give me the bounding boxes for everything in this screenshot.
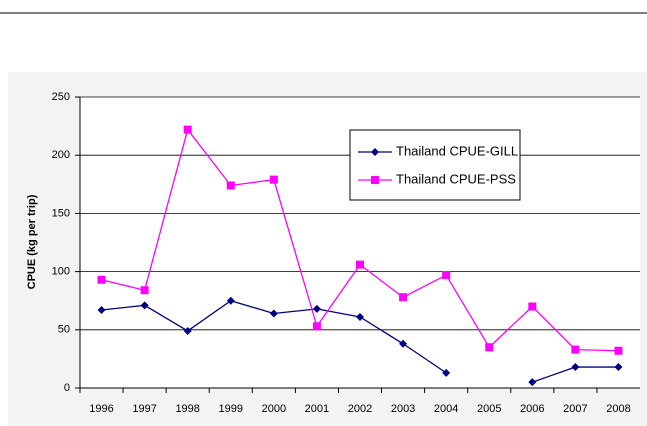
x-tick-label: 2005 bbox=[477, 403, 501, 415]
point bbox=[571, 363, 580, 372]
y-tick-label: 100 bbox=[52, 266, 70, 278]
point bbox=[140, 286, 149, 295]
x-tick-label: 1999 bbox=[219, 403, 243, 415]
point bbox=[226, 296, 235, 305]
point bbox=[312, 304, 321, 313]
y-tick-label: 250 bbox=[52, 91, 70, 103]
x-tick-label: 2007 bbox=[563, 403, 587, 415]
x-tick-label: 2006 bbox=[520, 403, 544, 415]
x-tick-label: 2001 bbox=[305, 403, 329, 415]
point bbox=[97, 275, 106, 284]
point bbox=[371, 176, 379, 184]
y-tick-label: 0 bbox=[64, 382, 70, 394]
y-tick-label: 150 bbox=[52, 207, 70, 219]
x-tick-label: 2003 bbox=[391, 403, 415, 415]
x-tick-label: 2002 bbox=[348, 403, 372, 415]
legend bbox=[349, 129, 521, 201]
legend-label: Thailand CPUE-GILL bbox=[396, 143, 518, 158]
point bbox=[356, 260, 364, 269]
y-tick-label: 200 bbox=[52, 149, 70, 161]
point bbox=[442, 368, 451, 377]
point bbox=[571, 345, 580, 354]
x-tick-label: 2000 bbox=[262, 403, 286, 415]
point bbox=[140, 301, 149, 310]
x-tick-label: 1998 bbox=[175, 403, 199, 415]
point bbox=[269, 175, 278, 184]
y-axis-label: CPUE (kg per trip) bbox=[26, 194, 38, 289]
y-tick-label: 50 bbox=[58, 324, 70, 336]
x-tick-label: 2004 bbox=[434, 403, 458, 415]
point bbox=[399, 339, 408, 348]
x-tick-label: 1996 bbox=[89, 403, 113, 415]
point bbox=[614, 363, 623, 372]
point bbox=[356, 312, 364, 321]
point bbox=[226, 181, 235, 190]
point bbox=[485, 343, 494, 352]
point bbox=[97, 306, 106, 315]
point bbox=[312, 322, 321, 331]
x-tick-label: 2008 bbox=[606, 403, 630, 415]
point bbox=[183, 125, 192, 134]
point bbox=[528, 302, 537, 311]
point bbox=[614, 346, 623, 355]
point bbox=[269, 309, 278, 318]
x-tick-label: 1997 bbox=[132, 403, 156, 415]
point bbox=[399, 293, 408, 302]
legend-label: Thailand CPUE-PSS bbox=[396, 171, 516, 186]
point bbox=[442, 271, 451, 280]
point bbox=[371, 148, 379, 156]
point bbox=[183, 326, 192, 335]
point bbox=[528, 378, 537, 387]
